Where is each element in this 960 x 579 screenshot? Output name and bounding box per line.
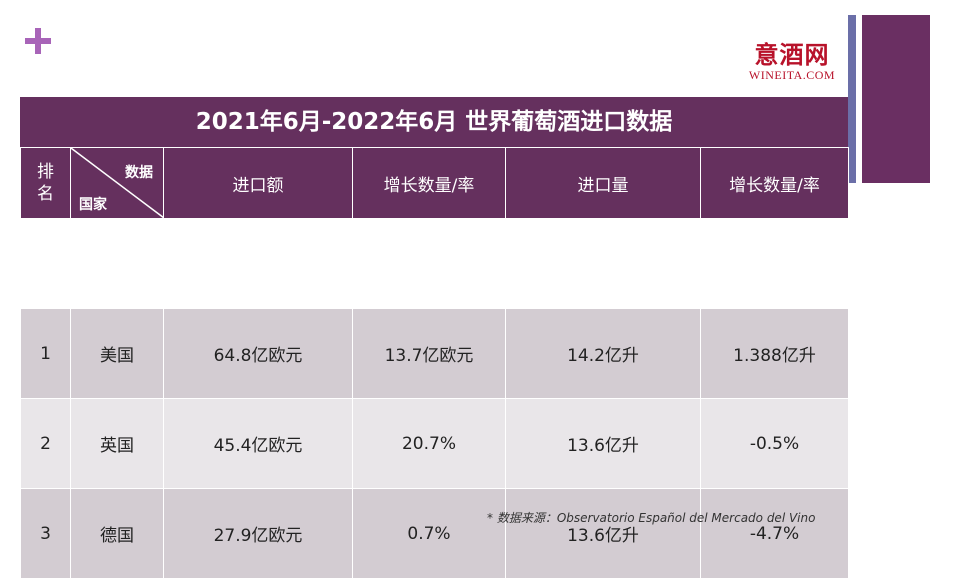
header-rank-char-1: 排	[37, 162, 54, 182]
cell-rank: 2	[20, 398, 71, 489]
logo-cn: 意酒网	[754, 40, 830, 69]
cell-volume-growth: -4.7%	[700, 488, 849, 579]
cell-value-growth: 0.7%	[352, 488, 506, 579]
cell-country: 美国	[70, 308, 164, 399]
header-value-growth: 增长数量/率	[352, 147, 506, 219]
cell-country: 英国	[70, 398, 164, 489]
cell-import-value: 45.4亿欧元	[163, 398, 353, 489]
source-note: * 数据来源：Observatorio Español del Mercado …	[487, 511, 816, 525]
header-data-label: 数据	[125, 165, 153, 181]
header-country-label: 国家	[79, 197, 107, 213]
cell-country: 德国	[70, 488, 164, 579]
cell-rank: 1	[20, 308, 71, 399]
cell-import-volume: 14.2亿升	[505, 308, 701, 399]
cell-volume-growth: 1.388亿升	[700, 308, 849, 399]
page-title: 2021年6月-2022年6月 世界葡萄酒进口数据	[20, 97, 848, 147]
logo: 意酒网 WINEITA.COM	[742, 40, 842, 83]
header-diagonal-cell: 数据 国家	[70, 147, 164, 219]
plus-icon	[25, 28, 51, 54]
header-rank: 排 名	[20, 147, 71, 219]
header-import-volume: 进口量	[505, 147, 701, 219]
table-row: 2 英国 45.4亿欧元 20.7% 13.6亿升 -0.5%	[20, 398, 849, 489]
table-row: 1 美国 64.8亿欧元 13.7亿欧元 14.2亿升 1.388亿升	[20, 308, 849, 399]
header-row: 排 名 数据 国家 进口额 增长数量/率 进口量 增长数量/率	[20, 147, 849, 219]
header-volume-growth: 增长数量/率	[700, 147, 849, 219]
table-row: 3 德国 27.9亿欧元 0.7% 13.6亿升 -4.7%	[20, 488, 849, 579]
cell-import-value: 27.9亿欧元	[163, 488, 353, 579]
cell-rank: 3	[20, 488, 71, 579]
decorative-bar	[848, 15, 856, 183]
diagonal-line	[71, 148, 164, 218]
cell-volume-growth: -0.5%	[700, 398, 849, 489]
cell-import-value: 64.8亿欧元	[163, 308, 353, 399]
decorative-block	[862, 15, 930, 183]
cell-value-growth: 13.7亿欧元	[352, 308, 506, 399]
logo-en: WINEITA.COM	[748, 68, 836, 82]
cell-import-volume: 13.6亿升	[505, 398, 701, 489]
cell-import-volume: 13.6亿升	[505, 488, 701, 579]
header-rank-char-2: 名	[37, 184, 54, 204]
cell-value-growth: 20.7%	[352, 398, 506, 489]
header-import-value: 进口额	[163, 147, 353, 219]
